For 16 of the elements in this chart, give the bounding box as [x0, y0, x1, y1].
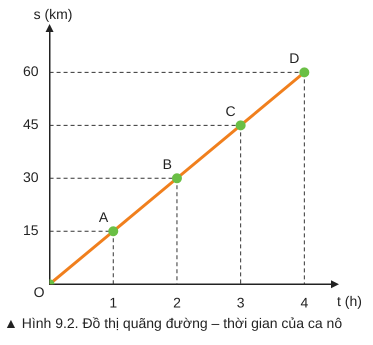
- y-tick-label: 45: [22, 116, 39, 132]
- x-tick-label: 1: [109, 294, 118, 310]
- y-tick-label: 30: [22, 169, 39, 186]
- x-axis-title: t (h): [337, 293, 362, 310]
- annotation: O: [34, 284, 45, 300]
- x-tick-label: 2: [173, 294, 182, 310]
- x-tick-label: 3: [236, 294, 245, 310]
- annotation: C: [226, 103, 236, 120]
- annotation: A: [98, 209, 109, 226]
- annotation: D: [289, 50, 300, 66]
- y-axis-title: s (km): [34, 6, 72, 22]
- y-tick-label: 60: [22, 63, 39, 80]
- x-tick-label: 4: [300, 294, 308, 310]
- annotation: B: [162, 156, 172, 172]
- text: ▲ Hình 9.2. Đồ thị quãng đường – thời gian của ca nô: [3, 315, 344, 331]
- y-tick-label: 15: [22, 222, 39, 238]
